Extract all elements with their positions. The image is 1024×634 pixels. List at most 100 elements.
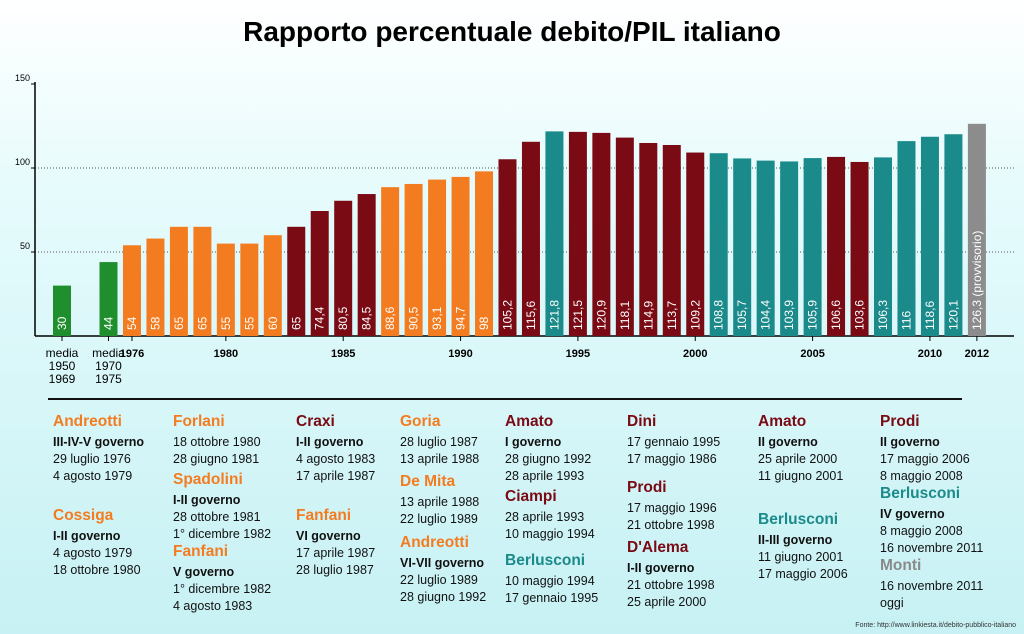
government-date: 17 maggio 1996 — [627, 501, 717, 515]
government-date: 17 gennaio 1995 — [627, 435, 721, 449]
government-number: IV governo — [880, 507, 945, 521]
bar-value-label: 80,5 — [336, 306, 350, 330]
government-date: 16 novembre 2011 — [880, 541, 984, 555]
x-tick-label: 2005 — [800, 348, 824, 360]
bar-value-label: 113,7 — [665, 301, 679, 330]
bar-value-label: 121,8 — [547, 300, 561, 330]
bar-value-label: 60 — [266, 316, 280, 330]
bar — [639, 142, 658, 336]
government-entry: Berlusconi IV governo 8 maggio 2008 16 nove… — [880, 484, 983, 557]
section-divider — [48, 398, 962, 400]
bar — [381, 187, 400, 336]
government-entry: Goria 28 luglio 1987 13 aprile 1988 — [400, 412, 479, 468]
bar — [827, 156, 846, 336]
government-entry: Fanfani V governo 1° dicembre 1982 4 agosto… — [173, 542, 271, 615]
bar — [615, 137, 634, 336]
y-tick-label: 100 — [15, 157, 30, 167]
bar-value-label: 109,2 — [688, 300, 702, 330]
bar-value-label: 94,7 — [454, 306, 468, 330]
government-entry: De Mita 13 aprile 1988 22 luglio 1989 — [400, 472, 479, 528]
government-date: 28 giugno 1992 — [400, 590, 487, 604]
bar-value-label: 120,9 — [594, 300, 608, 330]
bar-value-label: 55 — [242, 316, 256, 330]
bar — [216, 243, 235, 336]
government-date: 4 agosto 1983 — [296, 452, 376, 466]
government-name: Goria — [400, 413, 441, 430]
government-date: 28 luglio 1987 — [296, 563, 374, 577]
bar-value-label: 103,6 — [853, 300, 867, 330]
government-name: Cossiga — [53, 507, 114, 524]
government-entry: Andreotti III-IV-V governo 29 luglio 1976 4… — [53, 412, 144, 485]
bar-value-label: 108,8 — [712, 300, 726, 330]
government-name: Forlani — [173, 413, 225, 430]
government-date: 22 luglio 1989 — [400, 573, 478, 587]
bar — [146, 238, 165, 336]
x-tick-label: 1975 — [95, 372, 122, 386]
government-entry: Craxi I-II governo 4 agosto 1983 17 aprile … — [296, 412, 375, 485]
government-entry: Forlani 18 ottobre 1980 28 giugno 1981 — [173, 412, 261, 468]
government-entry: Dini 17 gennaio 1995 17 maggio 1986 — [627, 412, 720, 468]
government-name: Berlusconi — [758, 511, 839, 528]
bar — [193, 226, 212, 336]
bar-value-label: 121,5 — [571, 300, 585, 330]
bar — [662, 144, 681, 336]
x-tick-label: 1950 — [49, 359, 76, 373]
bar — [287, 226, 306, 336]
bar — [310, 211, 329, 336]
government-date: 4 agosto 1979 — [53, 469, 133, 483]
government-entry: Amato I governo 28 giugno 1992 28 aprile 19… — [505, 412, 591, 485]
government-number: III-IV-V governo — [53, 435, 144, 449]
x-tick-label: 1969 — [49, 372, 76, 386]
government-date: 28 aprile 1993 — [505, 510, 585, 524]
bar-value-label: 116 — [899, 311, 913, 330]
government-name: Berlusconi — [880, 485, 961, 502]
bar — [498, 159, 517, 336]
bar-value-label: 98 — [477, 316, 491, 330]
government-number: I-II governo — [627, 561, 695, 575]
bar-value-label: 126,3 (provvisorio) — [970, 231, 984, 330]
government-date: 8 maggio 2008 — [880, 524, 963, 538]
government-name: D'Alema — [627, 539, 689, 556]
bar-value-label: 105,7 — [735, 300, 749, 330]
government-entry: Prodi II governo 17 maggio 2006 8 maggio 20… — [880, 412, 970, 485]
x-tick-label: 2000 — [683, 348, 707, 360]
government-name: Amato — [505, 413, 554, 430]
government-date: 28 giugno 1992 — [505, 452, 592, 466]
bar — [756, 160, 775, 336]
government-date: 11 giugno 2001 — [758, 550, 844, 564]
bar — [521, 141, 540, 336]
government-number: V governo — [173, 565, 235, 579]
source-note: Fonte: http://www.linkiesta.it/debito-pu… — [855, 622, 1016, 629]
bar — [897, 141, 916, 336]
government-date: 17 maggio 2006 — [880, 452, 970, 466]
bar — [850, 161, 869, 336]
government-date: 21 ottobre 1998 — [627, 578, 715, 592]
bar-value-label: 115,6 — [524, 301, 538, 330]
government-number: I-II governo — [173, 493, 241, 507]
bar-value-label: 74,4 — [313, 306, 327, 330]
government-number: II governo — [880, 435, 940, 449]
government-date: 1° dicembre 1982 — [173, 582, 272, 596]
government-number: I governo — [505, 435, 562, 449]
government-entry: Berlusconi II-III governo 11 giugno 2001 17… — [758, 510, 848, 583]
government-date: 25 aprile 2000 — [627, 595, 707, 609]
government-date: 22 luglio 1989 — [400, 512, 478, 526]
government-entry: Fanfani VI governo 17 aprile 1987 28 luglio… — [296, 506, 375, 579]
government-entry: Spadolini I-II governo 28 ottobre 1981 1° d… — [173, 470, 271, 543]
bar — [686, 152, 705, 336]
bar — [920, 136, 939, 336]
bar-value-label: 104,4 — [759, 300, 773, 330]
government-date: 1° dicembre 1982 — [173, 527, 272, 541]
government-entry: Andreotti VI-VII governo 22 luglio 1989 28 … — [400, 533, 486, 606]
bar — [475, 171, 494, 336]
x-tick-label: 2010 — [918, 348, 942, 360]
bar — [404, 183, 423, 336]
government-date: 25 aprile 2000 — [758, 452, 838, 466]
government-date: 17 maggio 1986 — [627, 452, 717, 466]
x-tick-label: 1990 — [448, 348, 472, 360]
bar-value-label: 114,9 — [641, 301, 655, 330]
bar-value-label: 118,6 — [923, 301, 937, 330]
government-date: 29 luglio 1976 — [53, 452, 131, 466]
government-date: 10 maggio 1994 — [505, 574, 595, 588]
bar-value-label: 65 — [172, 316, 186, 330]
